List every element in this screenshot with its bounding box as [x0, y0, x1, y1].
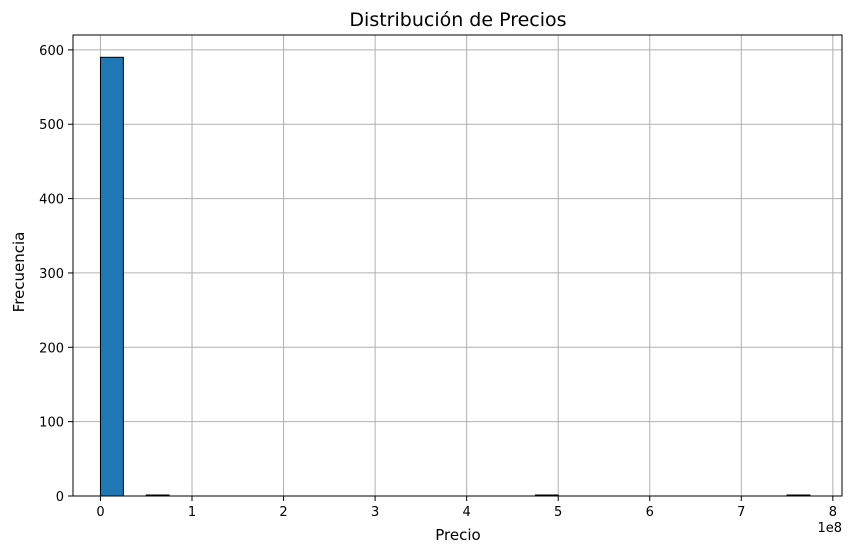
y-tick-label: 0 — [56, 490, 64, 505]
x-tick-label: 0 — [96, 505, 104, 520]
y-tick-label: 600 — [39, 44, 64, 59]
y-axis-label: Frecuencia — [10, 232, 28, 313]
x-tick-label: 7 — [737, 505, 745, 520]
plot-frame — [72, 34, 843, 497]
y-tick-label: 400 — [39, 193, 64, 208]
y-axis-ticks: 0 100 200 300 400 500 600 — [39, 44, 73, 505]
x-tick-label: 4 — [463, 505, 471, 520]
histogram-bars — [99, 56, 811, 497]
x-axis-ticks: 0 1 2 3 4 5 6 7 8 — [96, 496, 837, 520]
chart-title: Distribución de Precios — [349, 9, 566, 31]
x-tick-label: 2 — [279, 505, 287, 520]
x-tick-label: 8 — [829, 505, 837, 520]
x-tick-label: 3 — [371, 505, 379, 520]
grid-lines — [73, 35, 842, 497]
x-axis-offset-text: 1e8 — [817, 521, 842, 536]
y-tick-label: 100 — [39, 416, 64, 431]
y-tick-label: 300 — [39, 267, 64, 282]
x-tick-label: 6 — [646, 505, 654, 520]
x-tick-label: 1 — [188, 505, 196, 520]
x-tick-label: 5 — [554, 505, 562, 520]
histogram-bar — [99, 56, 124, 497]
x-axis-label: Precio — [435, 526, 480, 544]
y-tick-label: 200 — [39, 341, 64, 356]
y-tick-label: 500 — [39, 118, 64, 133]
